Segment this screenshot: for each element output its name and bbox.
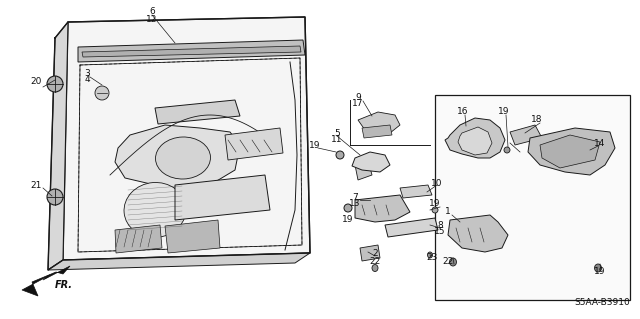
Text: 19: 19 bbox=[309, 140, 321, 150]
Text: 19: 19 bbox=[595, 268, 605, 277]
Polygon shape bbox=[352, 152, 390, 172]
Text: 11: 11 bbox=[332, 136, 343, 145]
Polygon shape bbox=[48, 22, 68, 270]
Text: 23: 23 bbox=[426, 254, 438, 263]
Text: 20: 20 bbox=[30, 78, 42, 86]
Text: 5: 5 bbox=[334, 129, 340, 137]
Ellipse shape bbox=[595, 264, 602, 272]
Text: 6: 6 bbox=[149, 6, 155, 16]
Polygon shape bbox=[115, 225, 162, 253]
Ellipse shape bbox=[449, 258, 456, 266]
Text: FR.: FR. bbox=[55, 280, 73, 290]
Text: 14: 14 bbox=[595, 138, 605, 147]
Text: 1: 1 bbox=[445, 207, 451, 217]
Polygon shape bbox=[355, 195, 410, 222]
Text: 18: 18 bbox=[531, 115, 543, 124]
Polygon shape bbox=[115, 125, 240, 190]
Text: 22: 22 bbox=[442, 257, 454, 266]
Text: 19: 19 bbox=[429, 198, 441, 207]
Text: 10: 10 bbox=[431, 179, 443, 188]
Ellipse shape bbox=[344, 204, 352, 212]
Text: 22: 22 bbox=[369, 256, 381, 265]
Polygon shape bbox=[510, 125, 542, 145]
Ellipse shape bbox=[432, 207, 438, 213]
Text: 19: 19 bbox=[499, 108, 509, 116]
Text: 12: 12 bbox=[147, 14, 157, 24]
Polygon shape bbox=[225, 128, 283, 160]
Text: 21: 21 bbox=[30, 181, 42, 189]
Text: 17: 17 bbox=[352, 100, 364, 108]
Text: 4: 4 bbox=[84, 76, 90, 85]
Polygon shape bbox=[400, 185, 432, 198]
Ellipse shape bbox=[47, 76, 63, 92]
Polygon shape bbox=[175, 175, 270, 220]
Ellipse shape bbox=[95, 86, 109, 100]
Polygon shape bbox=[78, 40, 305, 62]
Polygon shape bbox=[63, 17, 310, 260]
Polygon shape bbox=[155, 100, 240, 124]
Text: 8: 8 bbox=[437, 220, 443, 229]
Polygon shape bbox=[358, 112, 400, 133]
Ellipse shape bbox=[504, 147, 510, 153]
Text: S5AA-B3910: S5AA-B3910 bbox=[574, 298, 630, 307]
Polygon shape bbox=[528, 128, 615, 175]
Polygon shape bbox=[458, 127, 492, 155]
Polygon shape bbox=[362, 125, 392, 138]
Polygon shape bbox=[448, 215, 508, 252]
Polygon shape bbox=[445, 118, 505, 158]
Text: 19: 19 bbox=[342, 216, 354, 225]
Polygon shape bbox=[355, 160, 372, 180]
Text: 7: 7 bbox=[352, 192, 358, 202]
Ellipse shape bbox=[47, 189, 63, 205]
Ellipse shape bbox=[124, 182, 186, 238]
Text: 9: 9 bbox=[355, 93, 361, 101]
Ellipse shape bbox=[428, 252, 433, 258]
Ellipse shape bbox=[336, 151, 344, 159]
Polygon shape bbox=[165, 220, 220, 253]
Polygon shape bbox=[360, 245, 380, 261]
Polygon shape bbox=[385, 218, 438, 237]
Polygon shape bbox=[48, 253, 310, 270]
Text: 3: 3 bbox=[84, 69, 90, 78]
Polygon shape bbox=[540, 135, 600, 168]
Text: 2: 2 bbox=[372, 249, 378, 258]
Bar bbox=[435, 95, 630, 300]
Ellipse shape bbox=[372, 264, 378, 271]
Text: 16: 16 bbox=[457, 108, 468, 116]
Polygon shape bbox=[82, 46, 301, 57]
Ellipse shape bbox=[156, 137, 211, 179]
Text: 13: 13 bbox=[349, 199, 361, 209]
Polygon shape bbox=[22, 266, 70, 296]
Text: 15: 15 bbox=[435, 227, 445, 236]
